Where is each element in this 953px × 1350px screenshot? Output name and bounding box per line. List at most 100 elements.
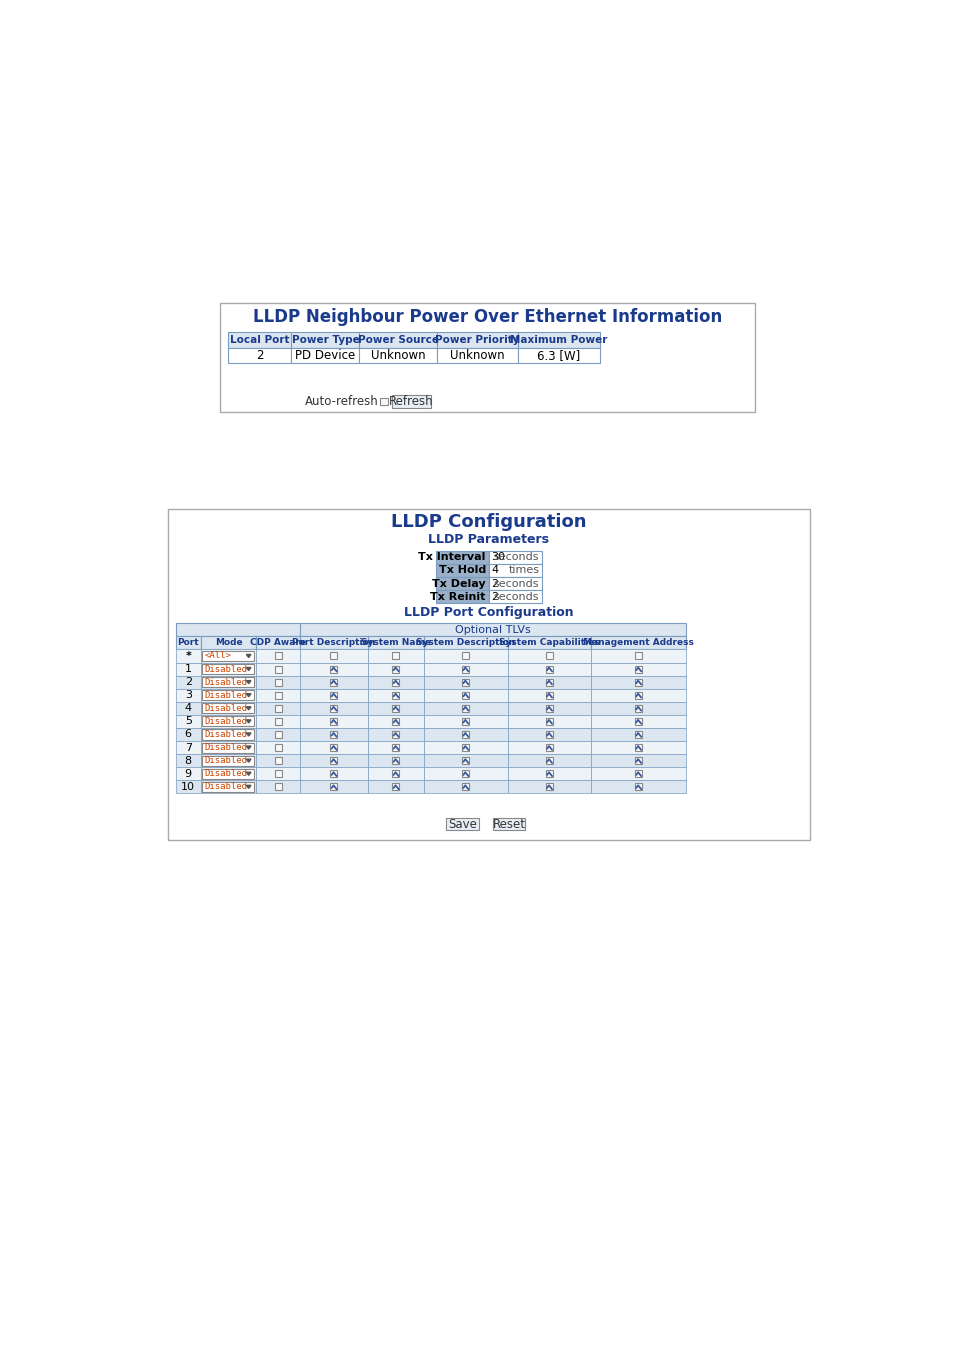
Bar: [392, 718, 399, 725]
Bar: [545, 679, 553, 686]
Bar: [175, 780, 200, 794]
Bar: [330, 744, 337, 751]
Bar: [545, 744, 553, 751]
Bar: [274, 705, 281, 711]
Bar: [359, 347, 436, 363]
Text: Disabled: Disabled: [204, 691, 247, 699]
Text: 5: 5: [185, 717, 192, 726]
Bar: [330, 732, 337, 738]
Bar: [392, 732, 399, 738]
Bar: [591, 716, 685, 728]
Bar: [330, 718, 337, 725]
Polygon shape: [246, 694, 251, 697]
Bar: [175, 636, 200, 649]
Polygon shape: [246, 786, 251, 788]
Bar: [274, 757, 281, 764]
Text: 3: 3: [185, 690, 192, 701]
Bar: [591, 728, 685, 741]
Bar: [202, 703, 253, 713]
Bar: [202, 756, 253, 765]
Bar: [635, 691, 641, 699]
Bar: [202, 768, 253, 779]
Bar: [507, 636, 591, 649]
Bar: [423, 741, 507, 755]
Text: Power Priority: Power Priority: [435, 335, 519, 344]
Bar: [175, 663, 200, 675]
Bar: [330, 757, 337, 764]
Bar: [368, 716, 423, 728]
Bar: [299, 624, 685, 636]
Bar: [392, 679, 399, 686]
Bar: [299, 755, 368, 767]
Bar: [299, 728, 368, 741]
Bar: [488, 551, 541, 564]
Bar: [635, 771, 641, 778]
Bar: [461, 718, 469, 725]
Text: Disabled: Disabled: [204, 703, 247, 713]
Bar: [423, 755, 507, 767]
Bar: [545, 652, 553, 659]
Bar: [545, 757, 553, 764]
Text: Disabled: Disabled: [204, 664, 247, 674]
Bar: [436, 347, 517, 363]
Bar: [202, 729, 253, 740]
Bar: [436, 564, 488, 576]
Bar: [256, 688, 299, 702]
Text: 10: 10: [181, 782, 195, 792]
Bar: [299, 636, 368, 649]
Bar: [175, 688, 200, 702]
Bar: [368, 728, 423, 741]
Bar: [330, 705, 337, 711]
Bar: [200, 649, 256, 663]
Bar: [274, 666, 281, 672]
Bar: [299, 663, 368, 675]
Text: Disabled: Disabled: [204, 730, 247, 738]
Bar: [392, 652, 399, 659]
Bar: [299, 780, 368, 794]
Bar: [256, 716, 299, 728]
Bar: [368, 741, 423, 755]
Bar: [545, 718, 553, 725]
Bar: [635, 757, 641, 764]
Text: Disabled: Disabled: [204, 717, 247, 726]
Bar: [220, 302, 754, 412]
Bar: [461, 771, 469, 778]
Polygon shape: [246, 720, 251, 724]
Text: 6.3 [W]: 6.3 [W]: [537, 348, 580, 362]
Text: 1: 1: [185, 664, 192, 674]
Bar: [175, 624, 299, 636]
Bar: [635, 783, 641, 790]
Text: Disabled: Disabled: [204, 783, 247, 791]
Bar: [200, 636, 256, 649]
Bar: [274, 691, 281, 699]
Bar: [635, 679, 641, 686]
Text: LLDP Parameters: LLDP Parameters: [428, 533, 549, 545]
Text: System Description: System Description: [416, 639, 515, 648]
Bar: [423, 716, 507, 728]
Bar: [392, 396, 431, 408]
Bar: [330, 679, 337, 686]
Bar: [256, 755, 299, 767]
Text: Unknown: Unknown: [450, 348, 504, 362]
Text: Mode: Mode: [214, 639, 242, 648]
Bar: [392, 771, 399, 778]
Bar: [591, 688, 685, 702]
Bar: [368, 636, 423, 649]
Text: Disabled: Disabled: [204, 743, 247, 752]
Bar: [461, 705, 469, 711]
Bar: [274, 679, 281, 686]
Bar: [488, 576, 541, 590]
Text: <All>: <All>: [204, 652, 232, 660]
Bar: [461, 652, 469, 659]
Bar: [291, 332, 359, 347]
Bar: [256, 702, 299, 716]
Bar: [175, 741, 200, 755]
Text: 6: 6: [185, 729, 192, 740]
Bar: [256, 675, 299, 688]
Text: Optional TLVs: Optional TLVs: [455, 625, 530, 634]
Text: 2: 2: [491, 591, 497, 602]
Bar: [202, 690, 253, 701]
Bar: [359, 332, 436, 347]
Bar: [635, 744, 641, 751]
Text: Tx Hold: Tx Hold: [438, 566, 485, 575]
